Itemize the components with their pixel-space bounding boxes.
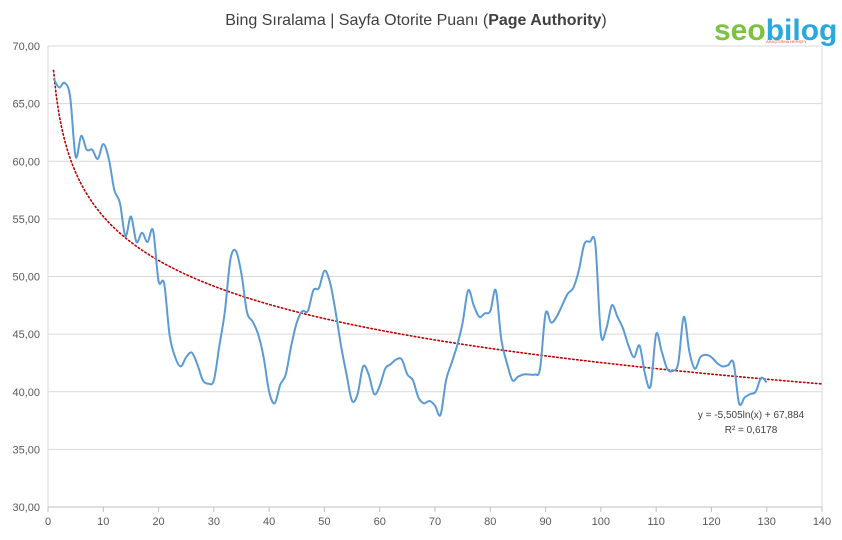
x-tick-label: 10 (97, 516, 109, 528)
y-tick-label: 30,00 (12, 502, 40, 514)
y-tick-label: 55,00 (12, 214, 40, 226)
series-line (52, 77, 768, 417)
x-tick-label: 0 (45, 516, 51, 528)
trendline (52, 69, 823, 385)
chart-title-bold: Page Authority (488, 12, 601, 29)
x-tick-label: 30 (208, 516, 220, 528)
chart-title-suffix: ) (601, 12, 606, 29)
trendline-layer (52, 69, 823, 385)
x-tick-label: 40 (263, 516, 275, 528)
logo-bilog: bilog (766, 14, 838, 47)
seobilog-logo: seobilog ARAŞTIRMA HERŞEY (714, 14, 837, 47)
y-tick-label: 35,00 (12, 444, 40, 456)
logo-seo: seo (714, 14, 766, 47)
x-tick-label: 20 (152, 516, 164, 528)
chart-title-prefix: Bing Sıralama | Sayfa Otorite Puanı ( (225, 12, 489, 29)
trendline-r2: R² = 0,6178 (725, 425, 778, 436)
y-tick-label: 65,00 (12, 99, 40, 111)
y-tick-label: 45,00 (12, 329, 40, 341)
series-layer (52, 77, 768, 417)
x-tick-label: 100 (592, 516, 610, 528)
x-tick-label: 140 (813, 516, 831, 528)
y-tick-label: 40,00 (12, 387, 40, 399)
logo-tagline: ARAŞTIRMA HERŞEY (766, 39, 807, 44)
y-axis-ticks: 30,00 35,00 40,00 45,00 50,00 55,00 60,00 65,00… (12, 41, 40, 514)
x-tick-label: 90 (539, 516, 551, 528)
x-tick-label: 60 (374, 516, 386, 528)
logo-text: seobilog (714, 14, 837, 47)
chart-title: Bing Sıralama | Sayfa Otorite Puanı (Pag… (225, 12, 606, 29)
x-tick-label: 50 (318, 516, 330, 528)
x-tick-label: 120 (702, 516, 720, 528)
x-tick-label: 110 (647, 516, 665, 528)
y-tick-label: 50,00 (12, 272, 40, 284)
y-tick-label: 70,00 (12, 41, 40, 53)
x-axis-ticks: 0 10 20 30 40 50 60 70 80 90 100 110 120 130 140 (45, 507, 831, 528)
x-tick-label: 70 (429, 516, 441, 528)
y-tick-label: 60,00 (12, 156, 40, 168)
trendline-equation: y = -5,505ln(x) + 67,884 (698, 410, 805, 421)
x-tick-label: 130 (758, 516, 776, 528)
x-tick-label: 80 (484, 516, 496, 528)
